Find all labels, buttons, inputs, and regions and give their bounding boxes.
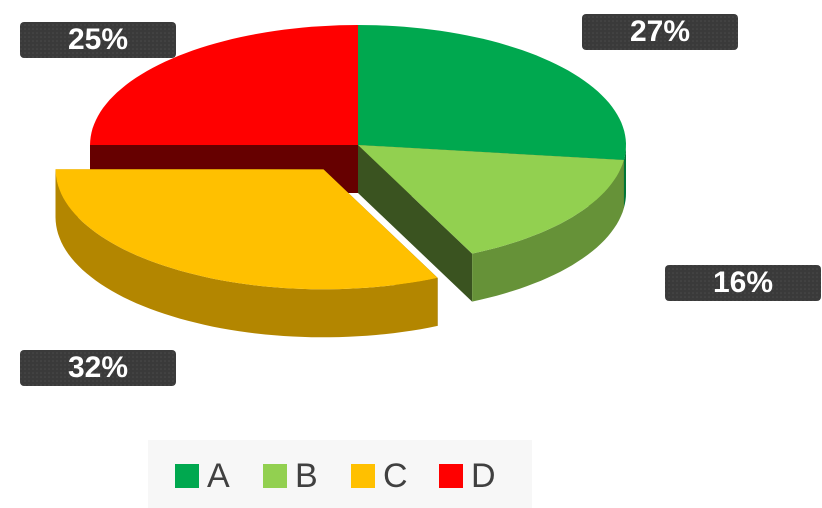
data-label: 16% <box>713 266 773 299</box>
label-box <box>20 350 176 386</box>
data-label: 27% <box>630 15 690 48</box>
pie-slice <box>55 169 438 290</box>
pie-slice <box>90 25 358 145</box>
legend-label: A <box>207 457 230 495</box>
pie-slice <box>358 25 626 160</box>
pie-slice <box>358 145 624 254</box>
data-label: 32% <box>68 351 128 384</box>
slice-side <box>472 160 624 302</box>
slice-side <box>623 145 626 208</box>
legend-swatch <box>263 464 287 488</box>
legend-label: D <box>471 457 496 495</box>
legend-swatch <box>351 464 375 488</box>
slice-wall <box>358 145 473 302</box>
legend-swatch <box>175 464 199 488</box>
data-label: 25% <box>68 23 128 56</box>
legend-swatch <box>439 464 463 488</box>
label-box <box>665 265 821 301</box>
slice-side <box>55 169 438 338</box>
legend-label: B <box>295 457 318 495</box>
legend-box <box>148 440 532 508</box>
legend-label: C <box>383 457 408 495</box>
label-box <box>20 22 176 58</box>
label-box <box>582 14 738 50</box>
